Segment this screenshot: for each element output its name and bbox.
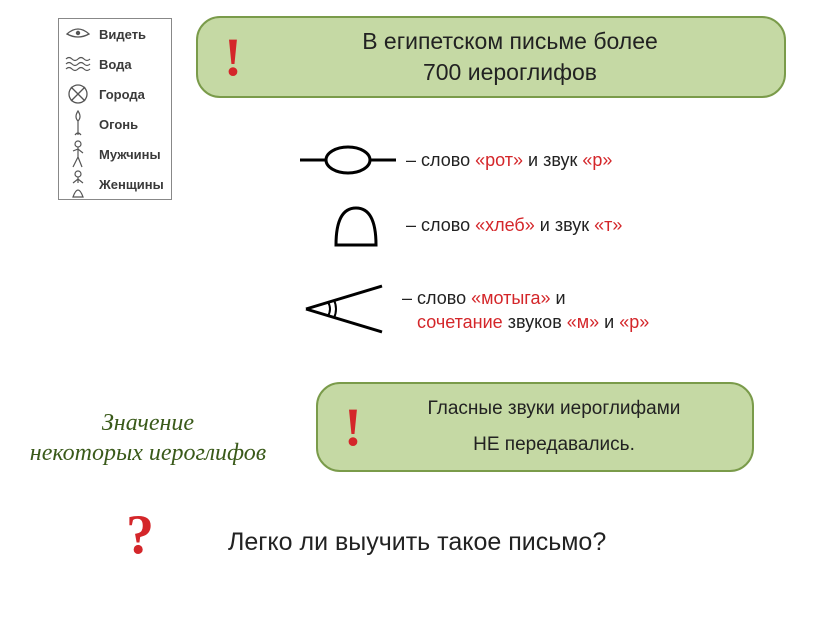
eye-icon bbox=[65, 23, 91, 45]
legend-row: Города bbox=[59, 79, 171, 109]
glyph-row-bread: – слово «хлеб» и звук «т» bbox=[326, 200, 622, 250]
callout-top: ! В египетском письме более 700 иероглиф… bbox=[196, 16, 786, 98]
legend-label: Мужчины bbox=[99, 147, 161, 162]
callout-bottom: ! Гласные звуки иероглифами НЕ передавал… bbox=[316, 382, 754, 472]
caption-line: некоторых иероглифов bbox=[30, 440, 266, 466]
legend-label: Женщины bbox=[99, 177, 164, 192]
mouth-glyph-icon bbox=[298, 140, 398, 180]
callout-line: В египетском письме более bbox=[362, 28, 658, 54]
glyph-desc: – слово «рот» и звук «р» bbox=[406, 148, 612, 172]
callout-line: НЕ передавались. bbox=[473, 434, 635, 455]
legend-label: Вода bbox=[99, 57, 132, 72]
glyph-row-mouth: – слово «рот» и звук «р» bbox=[298, 140, 612, 180]
legend-row: Женщины bbox=[59, 169, 171, 199]
water-icon bbox=[65, 53, 91, 75]
exclaim-icon: ! bbox=[344, 400, 362, 454]
hieroglyph-legend: Видеть Вода Города Огонь Мужчины Женщины bbox=[58, 18, 172, 200]
legend-row: Мужчины bbox=[59, 139, 171, 169]
legend-label: Города bbox=[99, 87, 145, 102]
legend-row: Видеть bbox=[59, 19, 171, 49]
legend-row: Огонь bbox=[59, 109, 171, 139]
legend-caption: Значение некоторых иероглифов bbox=[28, 408, 268, 468]
glyph-desc: – слово «мотыга» и сочетание звуков «м» … bbox=[402, 286, 649, 335]
legend-label: Огонь bbox=[99, 117, 138, 132]
hoe-glyph-icon bbox=[298, 280, 388, 338]
legend-label: Видеть bbox=[99, 27, 146, 42]
glyph-row-hoe: – слово «мотыга» и сочетание звуков «м» … bbox=[298, 280, 649, 338]
bread-glyph-icon bbox=[326, 200, 386, 250]
legend-row: Вода bbox=[59, 49, 171, 79]
callout-bottom-text: Гласные звуки иероглифами НЕ передавалис… bbox=[380, 391, 728, 463]
woman-icon bbox=[65, 173, 91, 195]
exclaim-icon: ! bbox=[224, 30, 242, 84]
callout-top-text: В египетском письме более 700 иероглифов bbox=[260, 26, 760, 88]
glyph-desc: – слово «хлеб» и звук «т» bbox=[406, 213, 622, 237]
callout-line: Гласные звуки иероглифами bbox=[428, 398, 681, 419]
man-icon bbox=[65, 143, 91, 165]
callout-line: 700 иероглифов bbox=[423, 59, 597, 85]
fire-icon bbox=[65, 113, 91, 135]
question-mark-icon: ? bbox=[126, 503, 154, 567]
caption-line: Значение bbox=[102, 410, 194, 436]
city-icon bbox=[65, 83, 91, 105]
question-text: Легко ли выучить такое письмо? bbox=[228, 528, 606, 557]
